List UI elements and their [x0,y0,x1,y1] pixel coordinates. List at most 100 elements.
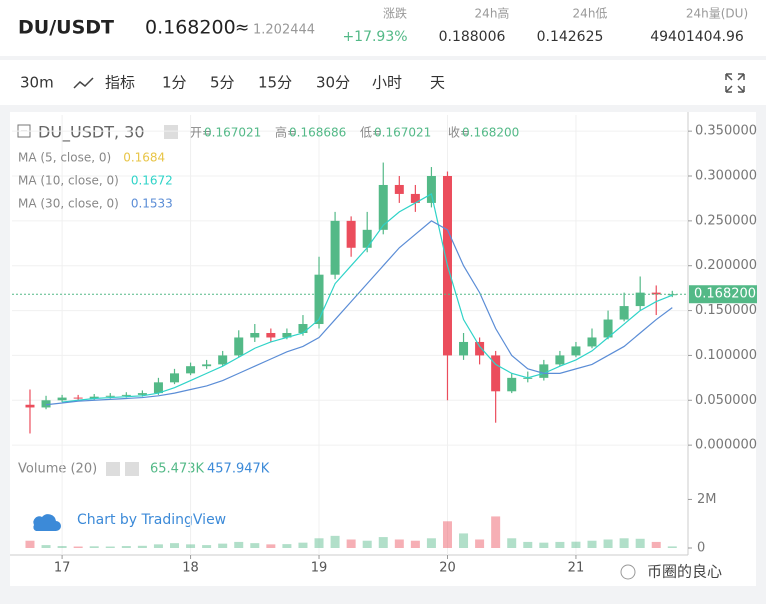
volume-bar [266,544,276,548]
indicator-name: MA (30, close, 0) [18,197,119,211]
stat-value: 0.188006 [439,29,506,45]
candle-body [394,184,404,194]
candle-body [298,324,308,333]
volume-bar [41,545,51,548]
toolbar-item[interactable]: 指标 [105,74,135,92]
candle-body [603,319,613,338]
volume-bar [507,538,517,548]
footer-text: 币圈的良心 [647,563,722,581]
indicator-icon [73,77,94,89]
toolbar-item[interactable]: 1分 [162,74,187,92]
volume-bar [234,541,244,548]
y-tick-label: 0.250000 [695,213,757,228]
fullscreen-icon[interactable] [725,73,745,93]
volume-bar [121,546,131,548]
indicator-value: 0.1672 [131,174,173,188]
volume-title: Volume (20) [18,462,97,477]
volume-bar [571,541,581,548]
stat-label: 涨跌 [383,6,407,21]
x-tick-label: 19 [311,561,328,576]
ohlc-value: 0.167021 [374,126,431,140]
volume-bar [282,544,292,548]
candle-body [41,400,51,408]
volume-bar [539,542,549,548]
volume-bar [442,521,452,548]
volume-bar [651,541,661,548]
candle-body [105,395,115,397]
volume-bar [25,540,35,548]
y-tick-label: 0.200000 [695,258,757,273]
indicator-name: MA (5, close, 0) [18,151,111,165]
y-tick-label: 0.050000 [695,393,757,408]
volume-bar [475,539,485,548]
stat-label: 24h高 [475,6,510,21]
candle-body [137,393,147,395]
x-tick-label: 21 [568,561,585,576]
close-icon[interactable] [125,462,139,476]
candle-body [89,396,99,399]
indicator-name: MA (10, close, 0) [18,174,119,188]
ohlc-label: 开= [190,126,212,140]
toolbar-item[interactable]: 天 [430,74,445,92]
settings-icon[interactable] [106,462,120,476]
volume-bar [635,538,645,548]
ohlc-label: 高= [275,125,297,140]
candle-body [282,332,292,338]
indicator-value: 0.1533 [131,197,173,211]
candle-body [507,377,517,392]
volume-bar [346,539,356,548]
toolbar-item[interactable]: 15分 [258,74,292,92]
volume-bar [330,535,340,548]
candle-body [651,292,661,295]
ohlc-label: 低= [360,126,382,140]
settings-icon[interactable] [164,125,178,139]
volume-bar [170,543,180,548]
ma-line [45,220,673,406]
last-price-label: 0.168200 [694,287,756,302]
candle-body [25,404,35,408]
volume-bar [619,538,629,548]
volume-ma-value: 457.947K [207,462,270,477]
volume-bar [202,545,212,548]
toolbar-item[interactable]: 小时 [372,74,402,92]
volume-bar [378,537,388,548]
x-tick-label: 20 [439,561,456,576]
toolbar [0,60,766,105]
last-price-box [689,285,757,304]
ohlc-label: 收= [448,126,470,140]
toolbar-item[interactable]: 30分 [316,74,350,92]
header-bar [0,0,766,56]
candle-body [619,306,629,320]
ohlc-value: 0.168686 [289,126,346,140]
candle-body [250,332,260,338]
volume-bar [426,538,436,548]
x-tick-label: 18 [182,561,199,576]
candle-body [587,337,597,347]
candle-body [314,274,324,325]
candle-body [378,184,388,230]
x-tick-label: 17 [54,561,71,576]
volume-bar [57,546,67,548]
volume-bar [394,539,404,548]
stat-label: 24h量(DU) [686,7,748,21]
y-tick-label: 0.150000 [695,303,757,318]
wechat-icon [620,564,636,580]
chart-title: DU_USDT, 30 [38,123,145,143]
toolbar-item[interactable]: 5分 [210,74,235,92]
volume-tick-label: 2M [697,492,717,507]
candle-body [186,366,196,374]
y-tick-label: 0.300000 [695,169,757,184]
candle-body [234,337,244,356]
toolbar-item[interactable]: 30m [20,74,54,92]
y-tick-label: 0.100000 [695,348,757,363]
stat-label: 24h低 [573,7,608,21]
volume-bar [89,546,99,548]
stat-value: 0.142625 [537,29,604,45]
candle-body [218,355,228,365]
volume-bar [587,540,597,548]
volume-bar [298,542,308,548]
candle-body [555,355,565,365]
approx: ≈ [235,18,249,38]
candle-body [73,397,83,399]
plot [12,115,688,555]
